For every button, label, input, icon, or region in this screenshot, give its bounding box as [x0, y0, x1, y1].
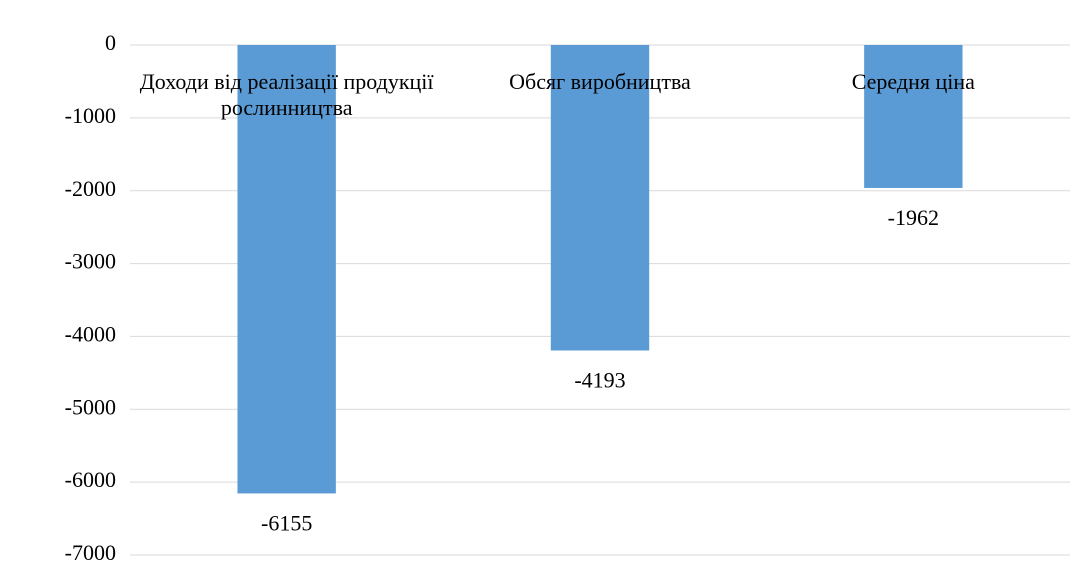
y-tick-label: -4000 — [65, 321, 116, 346]
bar — [550, 45, 650, 351]
x-tick-label: Доходи від реалізації продукції рослинни… — [139, 69, 434, 120]
x-tick-label-box: Середня ціна — [851, 69, 975, 94]
x-tick-label-box: Доходи від реалізації продукції рослинни… — [139, 69, 434, 120]
x-tick-label: Обсяг виробництва — [509, 69, 691, 94]
data-label: -6155 — [261, 510, 312, 535]
y-tick-label: -6000 — [65, 467, 116, 492]
y-tick-label: -7000 — [65, 540, 116, 565]
y-tick-label: -3000 — [65, 249, 116, 274]
data-label: -4193 — [574, 368, 625, 393]
y-tick-label: -2000 — [65, 176, 116, 201]
y-tick-label: 0 — [105, 30, 116, 55]
y-tick-label: -5000 — [65, 394, 116, 419]
y-tick-label: -1000 — [65, 103, 116, 128]
x-tick-label-box: Обсяг виробництва — [509, 69, 691, 94]
bar — [864, 45, 963, 188]
data-label: -1962 — [888, 205, 939, 230]
x-tick-label: Середня ціна — [851, 69, 975, 94]
bar — [237, 45, 336, 494]
